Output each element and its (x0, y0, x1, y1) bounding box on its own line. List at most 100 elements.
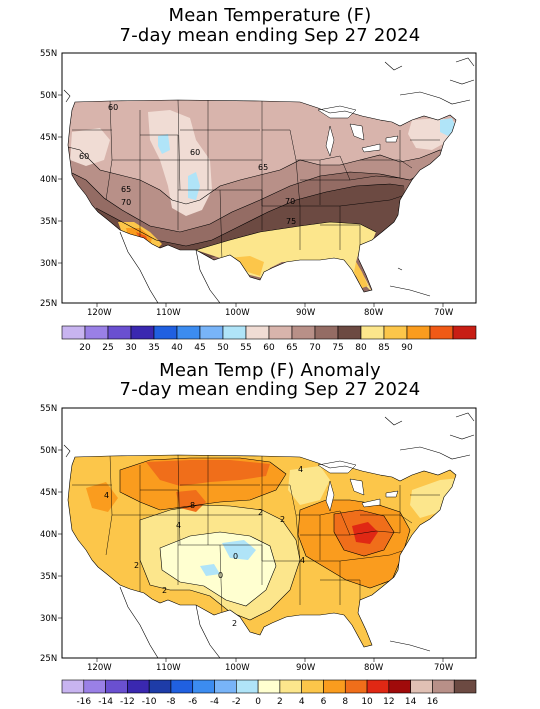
lat-tick-label: 25N (40, 654, 57, 664)
lat-tick-label: 40N (40, 175, 57, 185)
contour-label-group: 60 60 60 65 65 70 70 75 (79, 103, 296, 226)
colorbar-tick-label: 14 (405, 697, 417, 707)
colorbar-swatch (214, 679, 237, 694)
anomaly-region-negative (200, 564, 220, 576)
longitude-axis: 120W 110W 100W 90W 80W 70W (87, 308, 454, 318)
state-borders (72, 455, 440, 616)
colorbar-swatch (170, 679, 194, 694)
great-lakes (317, 460, 399, 512)
contour-label: 4 (176, 521, 181, 530)
coastline (63, 412, 475, 658)
latitude-axis: 55N 50N 45N 40N 35N 30N 25N (40, 49, 57, 309)
colorbar-swatch (337, 325, 362, 340)
colorbar-tick-label: -16 (76, 697, 91, 707)
anomaly-region-2-4-northeast (410, 478, 456, 518)
contour-label: 60 (79, 152, 89, 161)
colorbar-tick-label: -12 (120, 697, 135, 707)
state-borders (72, 100, 440, 261)
lon-tick-label: 90W (296, 308, 316, 318)
colorbar-swatch (268, 325, 293, 340)
map-frame (61, 407, 477, 659)
contour-label: 2 (280, 515, 285, 524)
anomaly-region-8-10-wyoming (176, 490, 206, 512)
contour-label: 2 (162, 586, 167, 595)
colorbar-swatch (176, 325, 201, 340)
colorbar-swatch (452, 325, 477, 340)
contour-label: 2 (232, 619, 237, 628)
anomaly-region-10-12-ohio (352, 522, 378, 544)
colorbar-swatch (199, 325, 224, 340)
lat-tick-label: 30N (40, 614, 57, 624)
colorbar-tick-label: -14 (98, 697, 113, 707)
colorbar-swatch (344, 679, 368, 694)
colorbar-tick-label: 6 (321, 697, 327, 707)
colorbar-tick-label: 4 (299, 697, 305, 707)
contour-label: 60 (108, 103, 118, 112)
colorbar-tick-label: 65 (286, 343, 297, 353)
latitude-axis: 55N 50N 45N 40N 35N 30N 25N (40, 404, 57, 664)
colorbar-swatch (360, 325, 385, 340)
lat-tick-label: 35N (40, 217, 57, 227)
lat-tick-label: 55N (40, 49, 57, 59)
colorbar-tick-label: 16 (427, 697, 439, 707)
lon-tick-label: 120W (87, 308, 112, 318)
temperature-map: 60 60 60 65 65 70 70 75 55N 50N 45N 40N … (40, 49, 477, 318)
contour-label: 0 (233, 552, 238, 561)
lon-tick-label: 80W (364, 663, 384, 673)
panel2-title-line1: Mean Temp (F) Anomaly (159, 360, 381, 381)
anomaly-region-6-8-west (86, 482, 118, 512)
contour-label: 75 (286, 217, 296, 226)
colorbar-swatch (61, 679, 85, 694)
colorbar-swatch (410, 679, 433, 694)
colorbar-tick-label: -6 (188, 697, 197, 707)
region-cold-colorado (188, 172, 200, 200)
contour-label: 70 (121, 198, 131, 207)
anomaly-colorbar: -16 -14 -12 -10 -8 -6 -4 -2 0 2 4 6 8 10 12 14 16 (61, 679, 477, 707)
map-frame (61, 52, 477, 304)
lon-tick-label: 100W (225, 308, 250, 318)
lon-tick-label: 70W (434, 663, 454, 673)
colorbar-tick-label: 35 (148, 343, 159, 353)
colorbar-tick-label: 90 (401, 343, 413, 353)
colorbar-tick-label: 80 (355, 343, 367, 353)
colorbar-tick-label: 40 (171, 343, 183, 353)
contour-label: 4 (298, 465, 303, 474)
colorbar-swatch (127, 679, 150, 694)
colorbar-swatch (406, 325, 431, 340)
longitude-axis: 120W 110W 100W 90W 80W 70W (87, 663, 454, 673)
lat-tick-label: 40N (40, 530, 57, 540)
lon-tick-label: 120W (87, 663, 112, 673)
lon-tick-label: 110W (156, 308, 181, 318)
colorbar-swatch (236, 679, 259, 694)
colorbar-tick-label: 60 (263, 343, 275, 353)
colorbar-swatch (148, 679, 172, 694)
colorbar-swatch (432, 679, 455, 694)
colorbar-tick-label: -10 (142, 697, 157, 707)
contour-label: 2 (258, 508, 263, 517)
anomaly-map: 4 8 4 2 2 0 0 2 4 4 2 2 55N 50N 45N 40N … (40, 404, 477, 673)
colorbar-tick-label: 2 (277, 697, 283, 707)
contour-label: 65 (258, 163, 268, 172)
colorbar-tick-label: -2 (232, 697, 241, 707)
region-80-85 (196, 222, 376, 292)
contour-label: 4 (300, 556, 305, 565)
lat-tick-label: 25N (40, 299, 57, 309)
lon-tick-label: 90W (296, 663, 316, 673)
lon-tick-label: 110W (156, 663, 181, 673)
lat-tick-label: 45N (40, 133, 57, 143)
colorbar-tick-label: 12 (383, 697, 394, 707)
colorbar-swatch (388, 679, 411, 694)
colorbar-swatch (279, 679, 302, 694)
anomaly-region-2-4-upper-midwest (288, 466, 330, 505)
region-85-90-florida (354, 262, 368, 288)
colorbar-tick-label: -4 (210, 697, 219, 707)
colorbar-swatch (130, 325, 155, 340)
panel2-title-line2: 7-day mean ending Sep 27 2024 (119, 379, 421, 400)
contour-lines (119, 457, 411, 621)
colorbar-tick-label: 30 (125, 343, 137, 353)
lon-tick-label: 100W (225, 663, 250, 673)
contour-label: 8 (190, 501, 195, 510)
panel1-title-line1: Mean Temperature (F) (168, 5, 372, 26)
lat-tick-label: 50N (40, 446, 57, 456)
colorbar-tick-label: 45 (194, 343, 205, 353)
